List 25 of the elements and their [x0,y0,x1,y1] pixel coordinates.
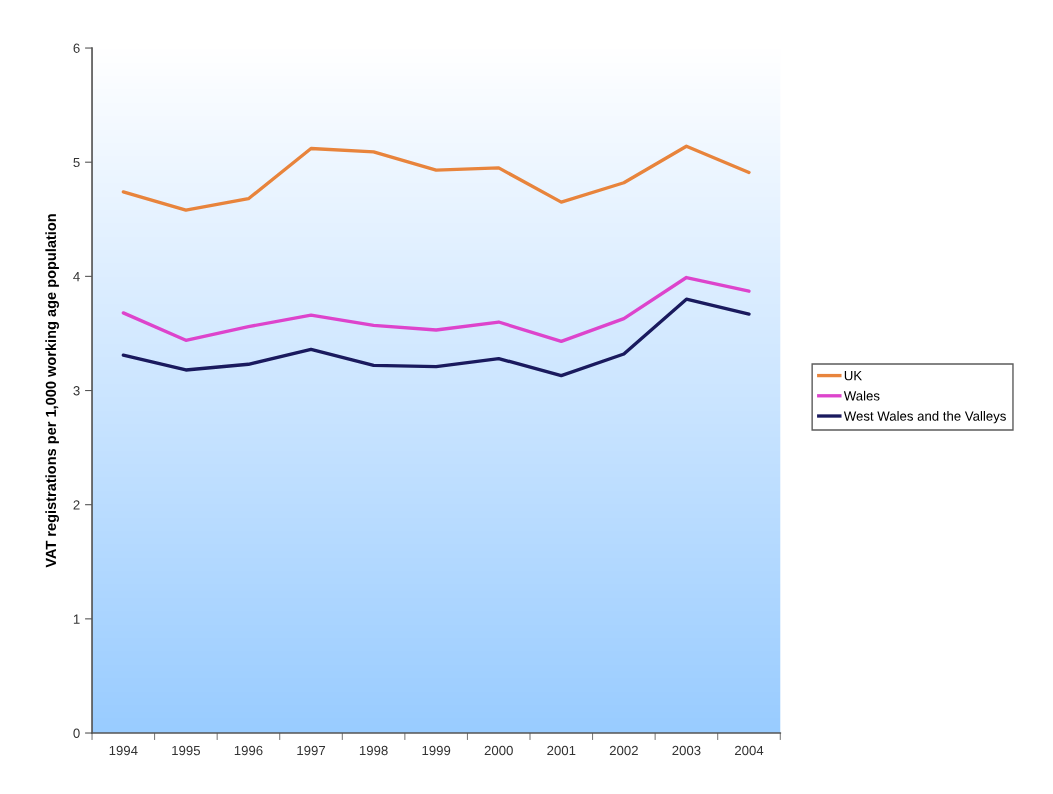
line-series [121,275,751,344]
legend-label: Wales [843,390,880,401]
x-tick-label: 1997 [297,745,326,756]
x-tick-label: 1995 [172,745,201,756]
x-tick-label: 2002 [609,745,638,756]
y-tick-label: 0 [73,728,80,738]
line-series [121,144,751,212]
x-tick-label: 2004 [734,745,764,756]
y-tick-label: 5 [73,157,80,168]
x-tick-label: 1996 [234,745,263,756]
y-axis-title: VAT registrations per 1,000 working age population [45,214,59,568]
x-tick-label: 1994 [109,745,138,756]
line-series [121,297,751,378]
x-tick-label: 2000 [484,745,513,756]
x-tick-label: 1998 [359,745,388,756]
y-tick-label: 6 [73,43,80,53]
y-tick-label: 3 [73,386,80,396]
x-tick-label: 2001 [547,745,576,756]
x-tick-label: 2003 [672,745,701,756]
y-tick-label: 1 [73,614,80,624]
y-tick-label: 4 [73,272,80,282]
legend-label: UK [844,371,862,381]
legend-label: West Wales and the Valleys [843,411,1006,424]
y-tick-label: 2 [73,500,80,510]
x-tick-label: 1999 [422,745,451,756]
